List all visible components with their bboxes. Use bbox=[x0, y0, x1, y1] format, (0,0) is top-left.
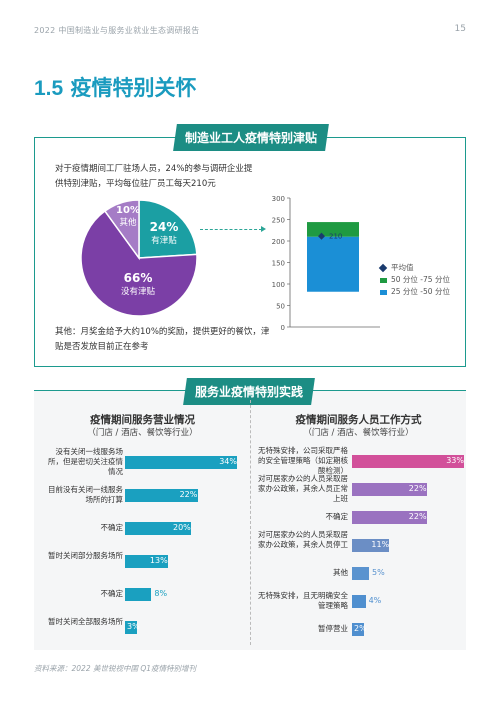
pie-label-other: 10% 其他 bbox=[116, 205, 140, 228]
y-tick-label: 100 bbox=[272, 281, 285, 289]
source-note: 资料来源：2022 美世锐视中国 Q1疫情特别增刊 bbox=[34, 664, 197, 673]
y-tick-label: 0 bbox=[281, 324, 285, 332]
bar-row-label: 无特殊安排，且无明确安全管理策略 bbox=[258, 591, 348, 610]
service-left-title: 疫情期间服务营业情况 bbox=[90, 414, 195, 426]
pie-slice-1 bbox=[80, 210, 198, 317]
allowance-range-chart: 300 250 200 150 100 50 0 210 bbox=[272, 195, 380, 332]
connector-dashed-line bbox=[200, 229, 262, 230]
bar bbox=[125, 620, 137, 634]
bar-value-label: 20% bbox=[173, 523, 191, 532]
pie-slice-0 bbox=[138, 199, 198, 259]
column-divider bbox=[250, 400, 251, 645]
range-chart-legend: 平均值 50 分位 -75 分位 25 分位 -50 分位 bbox=[378, 262, 450, 298]
bar-row-label: 目前没有关闭一线服务场所的打算 bbox=[48, 485, 123, 504]
page-number: 15 bbox=[454, 24, 466, 34]
bar bbox=[352, 566, 369, 580]
page-title: 1.5 疫情特别关怀 bbox=[34, 72, 197, 102]
bar bbox=[125, 554, 168, 568]
bar-value-label: 22% bbox=[408, 484, 427, 493]
bar-row-label: 不确定 bbox=[100, 589, 124, 598]
service-right-subtitle: （门店 / 酒店、餐饮等行业） bbox=[303, 428, 414, 438]
bar bbox=[125, 488, 198, 502]
bar-row-label: 暂时关闭部分服务场所 bbox=[48, 551, 123, 560]
bar-row-label: 对可居家办公的人员采取居家办公政策，其余人员停工 bbox=[258, 530, 348, 549]
bar-row-label: 无特殊安排，公司采取严格的安全管理策略（如定期核酸检测） bbox=[258, 446, 348, 475]
y-tick-label: 300 bbox=[272, 195, 285, 203]
bar-value-label: 22% bbox=[179, 490, 198, 499]
bar-row-label: 暂时关闭全部服务场所 bbox=[48, 617, 123, 626]
bar-value-label: 4% bbox=[368, 596, 382, 605]
pie-label-allowance: 24% 有津贴 bbox=[149, 220, 179, 246]
intro-text: 对于疫情期间工厂驻场人员，24%的参与调研企业提供特别津贴，平均每位驻厂员工每天… bbox=[55, 164, 253, 189]
diamond-icon bbox=[378, 263, 388, 273]
bar-value-label: 34% bbox=[219, 457, 237, 466]
y-tick-label: 200 bbox=[272, 238, 285, 246]
bar bbox=[352, 454, 465, 468]
bar-value-label: 11% bbox=[371, 540, 390, 549]
bar-value-label: 33% bbox=[446, 456, 464, 465]
service-left-subtitle: （门店 / 酒店、餐饮等行业） bbox=[87, 428, 198, 438]
bar bbox=[352, 538, 390, 552]
bar-p25-50 bbox=[307, 236, 359, 292]
legend-swatch-p25-50 bbox=[380, 289, 387, 295]
y-tick-label: 50 bbox=[276, 303, 285, 311]
bar bbox=[352, 594, 366, 608]
manufacturing-tab: 制造业工人疫情特别津贴 bbox=[173, 124, 329, 151]
allowance-pie-chart bbox=[80, 199, 198, 317]
connector-arrow-icon bbox=[261, 226, 266, 232]
service-tab: 服务业疫情特别实践 bbox=[183, 378, 315, 405]
manufacturing-panel bbox=[34, 137, 466, 367]
bar bbox=[125, 521, 191, 535]
bar bbox=[352, 510, 427, 524]
bar-value-label: 13% bbox=[149, 556, 168, 565]
bar bbox=[352, 482, 427, 496]
bar-row-label: 不确定 bbox=[325, 512, 349, 521]
y-tick-label: 150 bbox=[272, 260, 285, 268]
pie-slice-2 bbox=[103, 199, 140, 261]
bar-value-label: 8% bbox=[154, 589, 168, 598]
other-note: 其他：月奖金给予大约10%的奖励，提供更好的餐饮，津贴是否发放目前正在参考 bbox=[55, 327, 270, 352]
bar-value-label: 5% bbox=[372, 568, 385, 577]
section-title-text: 疫情特别关怀 bbox=[70, 76, 197, 100]
bar-row-label: 不确定 bbox=[100, 523, 124, 532]
bar-row-label: 对可居家办公的人员采取居家办公政策，其余人员正常上班 bbox=[258, 474, 348, 503]
bar-value-label: 3% bbox=[127, 622, 140, 631]
bar-value-label: 2% bbox=[354, 624, 367, 633]
legend-swatch-p50-75 bbox=[380, 277, 387, 283]
pie-label-no-allowance: 66% 没有津贴 bbox=[120, 271, 155, 297]
section-number: 1.5 bbox=[34, 77, 64, 100]
average-marker bbox=[317, 232, 326, 240]
bar-row-label: 暂停营业 bbox=[318, 624, 348, 633]
bar-p50-75 bbox=[307, 222, 359, 237]
average-label: 210 bbox=[329, 233, 342, 241]
y-tick-label: 250 bbox=[272, 217, 285, 225]
service-right-title: 疫情期间服务人员工作方式 bbox=[295, 414, 422, 426]
bar-row-label: 其他 bbox=[333, 568, 348, 577]
report-header: 2022 中国制造业与服务业就业生态调研报告 bbox=[34, 26, 200, 35]
bar bbox=[352, 622, 364, 636]
bar bbox=[125, 455, 238, 469]
bar-row-label: 没有关闭一线服务场所，但是密切关注疫情情况 bbox=[48, 447, 123, 476]
bar bbox=[125, 587, 152, 601]
bar-value-label: 22% bbox=[408, 512, 427, 521]
